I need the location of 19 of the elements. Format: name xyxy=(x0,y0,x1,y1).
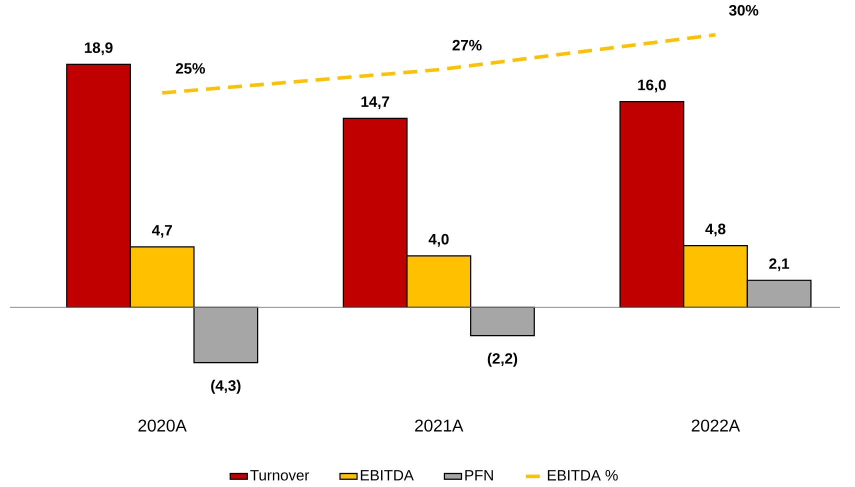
data-label: (2,2) xyxy=(488,352,518,367)
data-label: 25% xyxy=(176,63,205,74)
legend-label: Turnover xyxy=(250,470,310,481)
data-label: 2,1 xyxy=(769,258,790,272)
x-tick-label: 2021A xyxy=(415,420,464,432)
data-label: 18,9 xyxy=(84,42,113,56)
data-label: 4,0 xyxy=(428,234,449,247)
data-label: 27% xyxy=(452,40,482,51)
legend-label: EBITDA % xyxy=(548,470,618,481)
data-label: 4,7 xyxy=(152,225,172,238)
data-label: 4,8 xyxy=(705,224,726,237)
data-label: 14,7 xyxy=(362,96,390,110)
legend-label: EBITDA xyxy=(360,470,414,481)
data-label: 30% xyxy=(729,5,758,16)
x-tick-label: 2022A xyxy=(692,420,740,432)
x-tick-label: 2020A xyxy=(138,420,187,432)
data-label: 16,0 xyxy=(638,80,666,93)
data-label: (4,3) xyxy=(211,380,240,394)
legend-label: PFN xyxy=(465,470,493,481)
